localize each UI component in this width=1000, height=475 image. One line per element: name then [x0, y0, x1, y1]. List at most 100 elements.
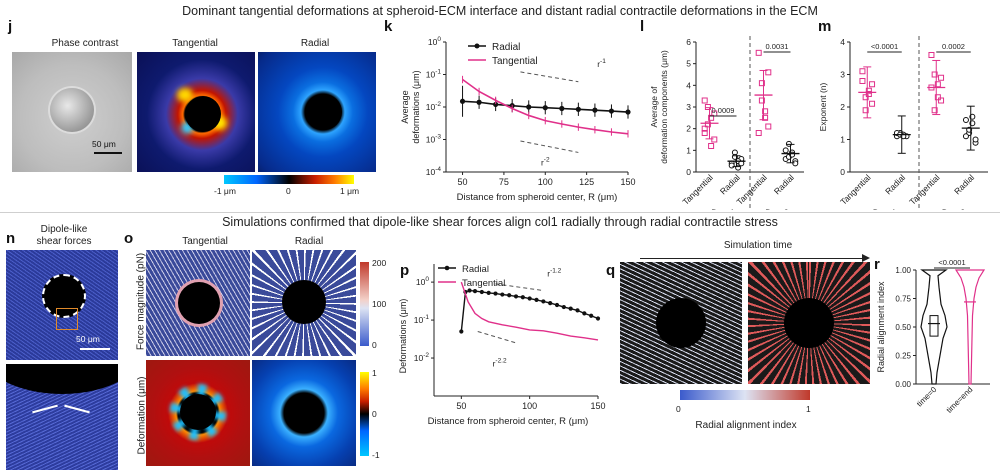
k-ref-line-r2 — [520, 140, 579, 153]
k-x-tick-label: 50 — [458, 177, 468, 187]
tangential-label-o: Tangential — [182, 236, 228, 247]
p-point-radial — [479, 289, 484, 295]
p-point-radial — [541, 299, 546, 304]
spheroid-mask-o3 — [180, 394, 216, 430]
p-point-radial — [527, 296, 532, 301]
p-point-radial — [568, 306, 573, 311]
scale-bar-label-j: 50 μm — [92, 139, 116, 149]
panel-letter-o: o — [124, 230, 134, 247]
k-point-radial — [493, 101, 499, 108]
chart-l-point-tangential — [701, 97, 708, 104]
chart-m-point-tangential — [931, 107, 938, 114]
p-x-tick-label: 50 — [456, 401, 466, 411]
chart-l-y-tick-label: 6 — [686, 37, 691, 47]
p-x-tick-label: 100 — [522, 401, 537, 411]
p-point-radial — [507, 293, 512, 298]
colorbar-j-tick-zero: 0 — [286, 186, 291, 196]
tangential-deformation-sim — [146, 360, 250, 466]
alignment-map-time0 — [620, 262, 742, 384]
p-y-tick-label: 10-1 — [414, 314, 430, 325]
tangential-force-map — [146, 250, 250, 356]
chart-m-point-tangential — [928, 52, 935, 58]
p-series-line-radial — [460, 289, 599, 332]
force-tick-100: 100 — [372, 299, 387, 309]
p-y-tick-label: 10-2 — [414, 352, 430, 363]
alignment-map-end — [748, 262, 870, 384]
colorbar-j — [224, 175, 354, 184]
spheroid-mask-tangential — [185, 96, 221, 132]
scale-bar-line-n — [80, 348, 110, 350]
chart-m-y-label: Exponent (n) — [818, 82, 828, 131]
p-point-radial — [459, 329, 464, 334]
shear-arrow-left — [32, 404, 58, 414]
chart-m-point-radial — [972, 136, 979, 143]
chart-l-point-tangential — [765, 123, 772, 130]
chart-l: 0 1 2 3 4 5 6 Average ofdeformation components … — [649, 36, 804, 210]
alignment-colorbar — [680, 390, 810, 400]
chart-m-point-tangential — [862, 94, 869, 101]
p-annotation-1: r-1.2 — [547, 268, 561, 279]
chart-l-point-tangential — [758, 97, 765, 104]
k-point-radial — [575, 106, 581, 112]
chart-l-day-label: Day 3 — [765, 208, 789, 210]
panel-letter-n: n — [6, 230, 16, 247]
force-colorbar — [360, 262, 369, 346]
chart-l-day-label: Day 1 — [711, 208, 735, 210]
shear-arrow-right — [64, 404, 90, 414]
p-point-radial — [554, 302, 560, 308]
chart-l-y-tick-label: 4 — [686, 80, 691, 90]
k-legend-marker-radial — [474, 43, 480, 49]
k-y-tick-label: 10-1 — [426, 69, 442, 80]
r-y-label: Radial alignment index — [876, 281, 886, 373]
spheroid-shape — [50, 88, 94, 132]
panel-letter-j: j — [8, 18, 13, 35]
chart-l-point-tangential — [755, 49, 762, 56]
chart-l-point-tangential — [704, 121, 711, 128]
p-series-line-tangential — [460, 281, 599, 341]
p-point-radial — [575, 308, 580, 313]
k-legend-radial: Radial — [492, 42, 520, 53]
k-y-tick-label: 10-2 — [426, 101, 442, 112]
chart-m-y-tick-label: 4 — [840, 37, 845, 47]
chart-m-point-tangential — [938, 74, 945, 81]
alignment-tick-0: 0 — [676, 404, 681, 414]
colorbar-j-tick-max: 1 μm — [340, 186, 360, 196]
k-ref-line-r1 — [520, 71, 579, 83]
p-point-radial — [467, 288, 472, 293]
deformation-tick-0: 0 — [372, 409, 377, 419]
tangential-label-j: Tangential — [172, 38, 218, 49]
spheroid-mask-q1 — [656, 298, 706, 348]
p-point-radial — [472, 288, 478, 294]
radial-label-o: Radial — [294, 236, 324, 247]
chart-m-y-tick-label: 2 — [840, 102, 845, 112]
chart-l-point-tangential — [711, 136, 718, 143]
chart-m-group-label: Radial — [883, 172, 907, 196]
force-tick-0: 0 — [372, 340, 377, 350]
deformation-tick-1: 1 — [372, 368, 377, 378]
radial-label-j: Radial — [300, 38, 330, 49]
chart-m-point-tangential — [865, 87, 872, 94]
radial-force-map — [252, 250, 356, 356]
chart-m-pvalue: <0.0001 — [871, 42, 898, 51]
chart-l-point-tangential — [704, 104, 711, 110]
k-point-radial — [542, 105, 548, 111]
radial-deformation-map — [258, 52, 376, 172]
chart-l-point-radial — [782, 147, 789, 154]
chart-l-point-tangential — [762, 108, 769, 115]
k-x-label: Distance from spheroid center, R (μm) — [457, 192, 618, 203]
chart-l-point-tangential — [701, 125, 708, 132]
panel-letter-r: r — [874, 256, 880, 273]
p-ref-line-1 — [495, 283, 544, 292]
chart-l-y-label: Average ofdeformation components (μm) — [649, 50, 669, 164]
chart-l-y-tick-label: 5 — [686, 59, 691, 69]
panel-letter-q: q — [606, 262, 616, 279]
k-x-tick-label: 150 — [620, 177, 635, 187]
phase-contrast-label: Phase contrast — [51, 38, 119, 49]
chart-l-point-tangential — [762, 114, 769, 121]
k-x-tick-label: 100 — [538, 177, 553, 187]
chart-l-y-tick-label: 2 — [686, 124, 691, 134]
p-legend-tangential: Tangential — [462, 278, 505, 289]
force-tick-200: 200 — [372, 258, 387, 268]
chart-l-point-tangential — [765, 69, 772, 76]
